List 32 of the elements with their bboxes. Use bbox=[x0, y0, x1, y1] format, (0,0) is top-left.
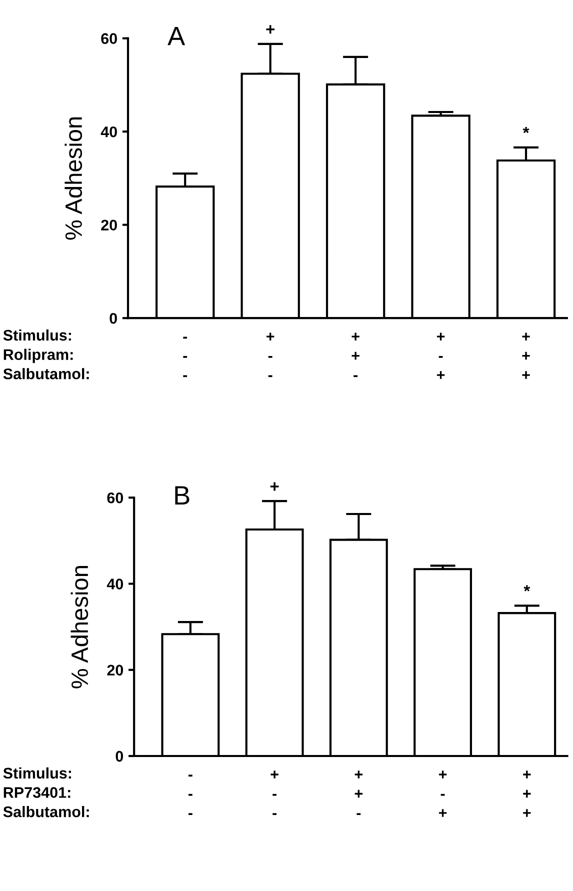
text: Stimulus: bbox=[3, 329, 71, 341]
y-axis-title: % Adhesion bbox=[64, 117, 82, 240]
x-tick-label: + + + bbox=[522, 332, 530, 379]
annotation: + bbox=[266, 25, 275, 34]
x-tick-label: + - + bbox=[436, 332, 445, 379]
text: Rolipram: bbox=[4, 348, 73, 364]
text: RP73401: bbox=[4, 787, 70, 798]
y-tick-label: 60 bbox=[101, 33, 117, 44]
x-tick-label: + + - bbox=[352, 332, 360, 378]
y-tick-label: 40 bbox=[106, 578, 124, 590]
x-tick-label: + - - bbox=[270, 770, 278, 815]
y-tick-label: 0 bbox=[116, 750, 124, 762]
y-tick-label: 0 bbox=[110, 312, 117, 324]
x-tick-label: + + - bbox=[354, 770, 363, 815]
chart-title: A bbox=[168, 26, 186, 46]
x-tick-label: + - - bbox=[266, 332, 274, 378]
y-tick-label: 20 bbox=[101, 220, 117, 231]
annotation: * bbox=[524, 585, 530, 592]
x-tick-label: + + + bbox=[523, 770, 531, 817]
y-axis-title: % Adhesion bbox=[70, 566, 88, 688]
text: Salbutamol: bbox=[3, 368, 89, 380]
x-tick-label: - - - bbox=[188, 774, 192, 815]
annotation: + bbox=[270, 482, 279, 491]
y-tick-label: 20 bbox=[107, 664, 124, 676]
y-tick-label: 40 bbox=[100, 126, 117, 138]
text: Salbutamol: bbox=[3, 806, 89, 818]
annotation: * bbox=[522, 126, 530, 134]
x-tick-label: - - - bbox=[183, 336, 188, 378]
text: Stimulus: bbox=[3, 767, 71, 779]
y-tick-label: 60 bbox=[107, 492, 124, 504]
chart-title: B bbox=[175, 486, 190, 504]
x-tick-label: + - + bbox=[438, 770, 447, 817]
